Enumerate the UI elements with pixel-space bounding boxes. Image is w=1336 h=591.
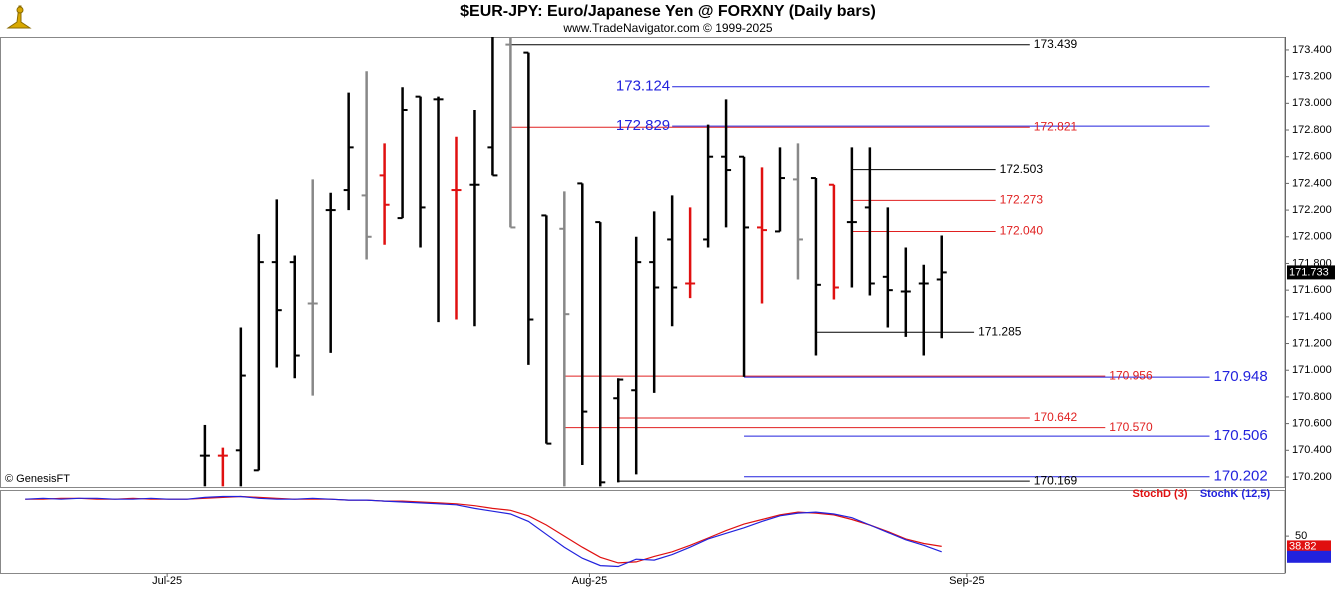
x-tick-label: Sep-25 — [949, 575, 984, 587]
level-label: 172.040 — [1000, 224, 1044, 238]
stoch-last-box — [1287, 540, 1331, 553]
logo — [6, 5, 32, 32]
level-label: 170.956 — [1109, 368, 1153, 382]
y-tick-label: 172.800 — [1292, 124, 1332, 136]
stoch-y-tick-label: 50 — [1295, 530, 1307, 542]
y-tick-label: 170.800 — [1292, 391, 1332, 403]
level-label: 172.503 — [1000, 162, 1044, 176]
level-label: 170.202 — [1214, 468, 1268, 485]
y-tick-label: 172.000 — [1292, 231, 1332, 243]
stoch-line — [25, 495, 942, 568]
level-label: 170.642 — [1034, 410, 1078, 424]
y-tick-label: 170.600 — [1292, 418, 1332, 430]
y-tick-label: 172.600 — [1292, 151, 1332, 163]
last-price-box — [1287, 265, 1335, 280]
legend-entry: StochK (12,5) — [1200, 488, 1271, 500]
level-label: 170.570 — [1109, 420, 1153, 434]
level-label: 171.285 — [978, 324, 1022, 338]
level-label: 172.821 — [1034, 119, 1078, 133]
y-tick-label: 170.200 — [1292, 471, 1332, 483]
level-label: 173.124 — [616, 78, 670, 95]
level-label: 170.948 — [1214, 368, 1268, 385]
y-tick-label: 171.200 — [1292, 337, 1332, 349]
y-tick-label: 170.400 — [1292, 444, 1332, 456]
stoch-last-label: 38.82 — [1289, 540, 1317, 552]
level-label: 173.439 — [1034, 37, 1078, 51]
y-tick-label: 172.200 — [1292, 204, 1332, 216]
level-label: 172.829 — [616, 117, 670, 134]
last-price-label: 171.733 — [1289, 266, 1329, 278]
y-tick-label: 173.200 — [1292, 71, 1332, 83]
y-tick-label: 172.400 — [1292, 177, 1332, 189]
plot — [199, 37, 1210, 487]
y-tick-label: 173.000 — [1292, 97, 1332, 109]
level-label: 170.506 — [1214, 427, 1268, 444]
credit: © GenesisFT — [5, 473, 70, 485]
legend-entry: StochD (3) — [1133, 488, 1188, 500]
x-tick-label: Jul-25 — [152, 575, 182, 587]
level-label: 170.169 — [1034, 473, 1078, 487]
y-tick-label: 173.400 — [1292, 44, 1332, 56]
stoch-last-box — [1287, 550, 1331, 563]
x-tick-label: Aug-25 — [572, 575, 607, 587]
level-label: 172.273 — [1000, 193, 1044, 207]
chart-subtitle: www.TradeNavigator.com © 1999-2025 — [562, 21, 772, 35]
chart-title: $EUR-JPY: Euro/Japanese Yen @ FORXNY (Da… — [460, 3, 876, 20]
y-tick-label: 171.600 — [1292, 284, 1332, 296]
y-tick-label: 171.400 — [1292, 311, 1332, 323]
y-tick-label: 171.000 — [1292, 364, 1332, 376]
